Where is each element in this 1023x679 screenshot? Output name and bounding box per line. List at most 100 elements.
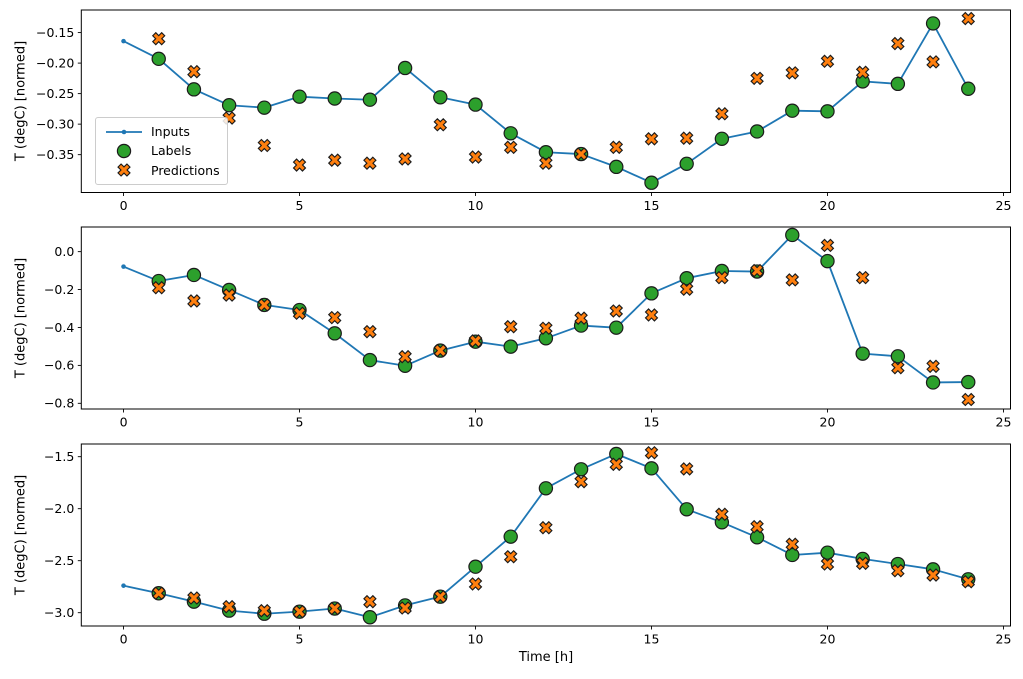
prediction-x-marker [609, 140, 624, 155]
y-tick-label: −2.5 [44, 553, 74, 568]
x-tick-label: 0 [120, 415, 128, 430]
prediction-x-marker [644, 445, 659, 460]
prediction-x-marker [151, 280, 166, 295]
y-tick-label: −1.5 [44, 449, 74, 464]
prediction-x-marker [785, 537, 800, 552]
x-tick-label: 15 [644, 632, 660, 647]
label-circle-marker [397, 60, 413, 76]
prediction-x-marker [327, 310, 342, 325]
x-tick-label: 10 [468, 632, 484, 647]
inputs-line [122, 234, 970, 384]
prediction-x-marker [715, 507, 729, 522]
prediction-x-marker [292, 306, 307, 321]
label-circle-marker [151, 51, 166, 67]
input-dot-marker [121, 264, 126, 269]
label-circle-marker [186, 267, 202, 283]
x-tick-label: 10 [468, 198, 484, 213]
label-circle-marker [327, 326, 342, 341]
input-dot-marker [121, 583, 126, 588]
x-tick-label: 25 [996, 632, 1012, 647]
label-circle-marker [221, 98, 237, 113]
label-circle-marker [644, 286, 659, 301]
prediction-x-marker [715, 106, 729, 121]
label-circle-marker [538, 331, 554, 346]
y-tick-label: −0.25 [36, 86, 74, 101]
label-circle-marker [538, 145, 554, 160]
label-circle-marker [785, 103, 800, 118]
prediction-x-marker [503, 549, 518, 564]
y-axis-label-subplot-3: T (degC) [normed] [13, 474, 29, 596]
label-circle-marker [468, 559, 483, 574]
legend-item-labels: Labels [104, 141, 219, 160]
prediction-x-marker [257, 138, 272, 153]
label-circle-marker [855, 346, 870, 361]
subplot-3-frame [80, 443, 1012, 627]
label-circle-marker [820, 545, 835, 560]
label-circle-marker [573, 462, 589, 477]
prediction-x-marker [327, 153, 342, 167]
prediction-x-marker [503, 140, 518, 155]
legend-item-inputs: Inputs [104, 122, 219, 141]
prediction-x-marker [363, 594, 377, 609]
predictions-x-icon [117, 163, 131, 178]
prediction-x-marker [257, 298, 272, 312]
prediction-x-marker [855, 556, 870, 571]
label-circle-marker [714, 131, 730, 146]
label-circle-marker [890, 349, 906, 364]
x-tick-label: 15 [644, 415, 660, 430]
prediction-x-marker [574, 147, 588, 161]
y-tick-label: −0.30 [36, 116, 74, 131]
prediction-x-marker [292, 158, 307, 172]
prediction-x-marker [609, 457, 624, 472]
label-circle-marker [609, 446, 624, 462]
prediction-x-marker [222, 288, 236, 302]
prediction-x-marker [257, 603, 272, 618]
label-circle-marker [538, 481, 554, 496]
prediction-x-marker [644, 308, 659, 322]
label-circle-marker [785, 227, 800, 243]
prediction-x-marker [679, 282, 694, 296]
inputs-line [122, 453, 970, 619]
y-axis-label-subplot-1: T (degC) [normed] [13, 40, 29, 162]
prediction-x-marker [820, 238, 835, 253]
label-circle-marker [186, 82, 202, 97]
prediction-x-marker [292, 604, 307, 619]
x-tick-label: 0 [120, 198, 128, 213]
prediction-x-marker [891, 360, 905, 375]
label-circle-marker [468, 97, 483, 112]
prediction-x-marker [398, 152, 412, 166]
label-circle-marker [785, 547, 800, 563]
label-circle-marker [644, 461, 659, 476]
y-tick-label: −0.20 [36, 55, 74, 70]
legend-item-predictions: Predictions [104, 161, 220, 180]
subplot-3: 0 5 10 15 20 25 −1.5 −2.0 −2.5 −3.0 [44, 443, 1012, 647]
prediction-x-marker [750, 519, 764, 534]
subplot-1-frame [80, 9, 1012, 193]
prediction-x-marker [961, 392, 976, 407]
subplot-2-frame [80, 226, 1012, 410]
legend: Inputs Labels Predictions [95, 117, 228, 185]
label-circle-marker [679, 270, 694, 286]
label-circle-marker [433, 90, 448, 105]
prediction-x-marker [926, 359, 940, 374]
x-tick-label: 5 [296, 415, 304, 430]
x-tick-label: 25 [996, 198, 1012, 213]
label-circle-marker [890, 76, 906, 92]
prediction-x-marker [151, 31, 166, 46]
prediction-x-marker [398, 601, 412, 615]
label-circle-marker [362, 352, 378, 368]
prediction-x-marker [679, 462, 694, 476]
label-circle-marker [644, 175, 659, 190]
label-circle-marker [609, 159, 624, 175]
prediction-x-marker [609, 304, 624, 318]
label-circle-marker [679, 502, 694, 517]
prediction-x-marker [644, 132, 659, 146]
prediction-x-marker [574, 311, 588, 325]
prediction-x-marker [820, 54, 835, 69]
y-tick-label: −2.0 [44, 501, 74, 516]
prediction-x-marker [433, 589, 448, 604]
y-tick-label: −0.6 [44, 358, 74, 373]
prediction-x-marker [363, 156, 377, 170]
prediction-x-marker [926, 55, 940, 69]
